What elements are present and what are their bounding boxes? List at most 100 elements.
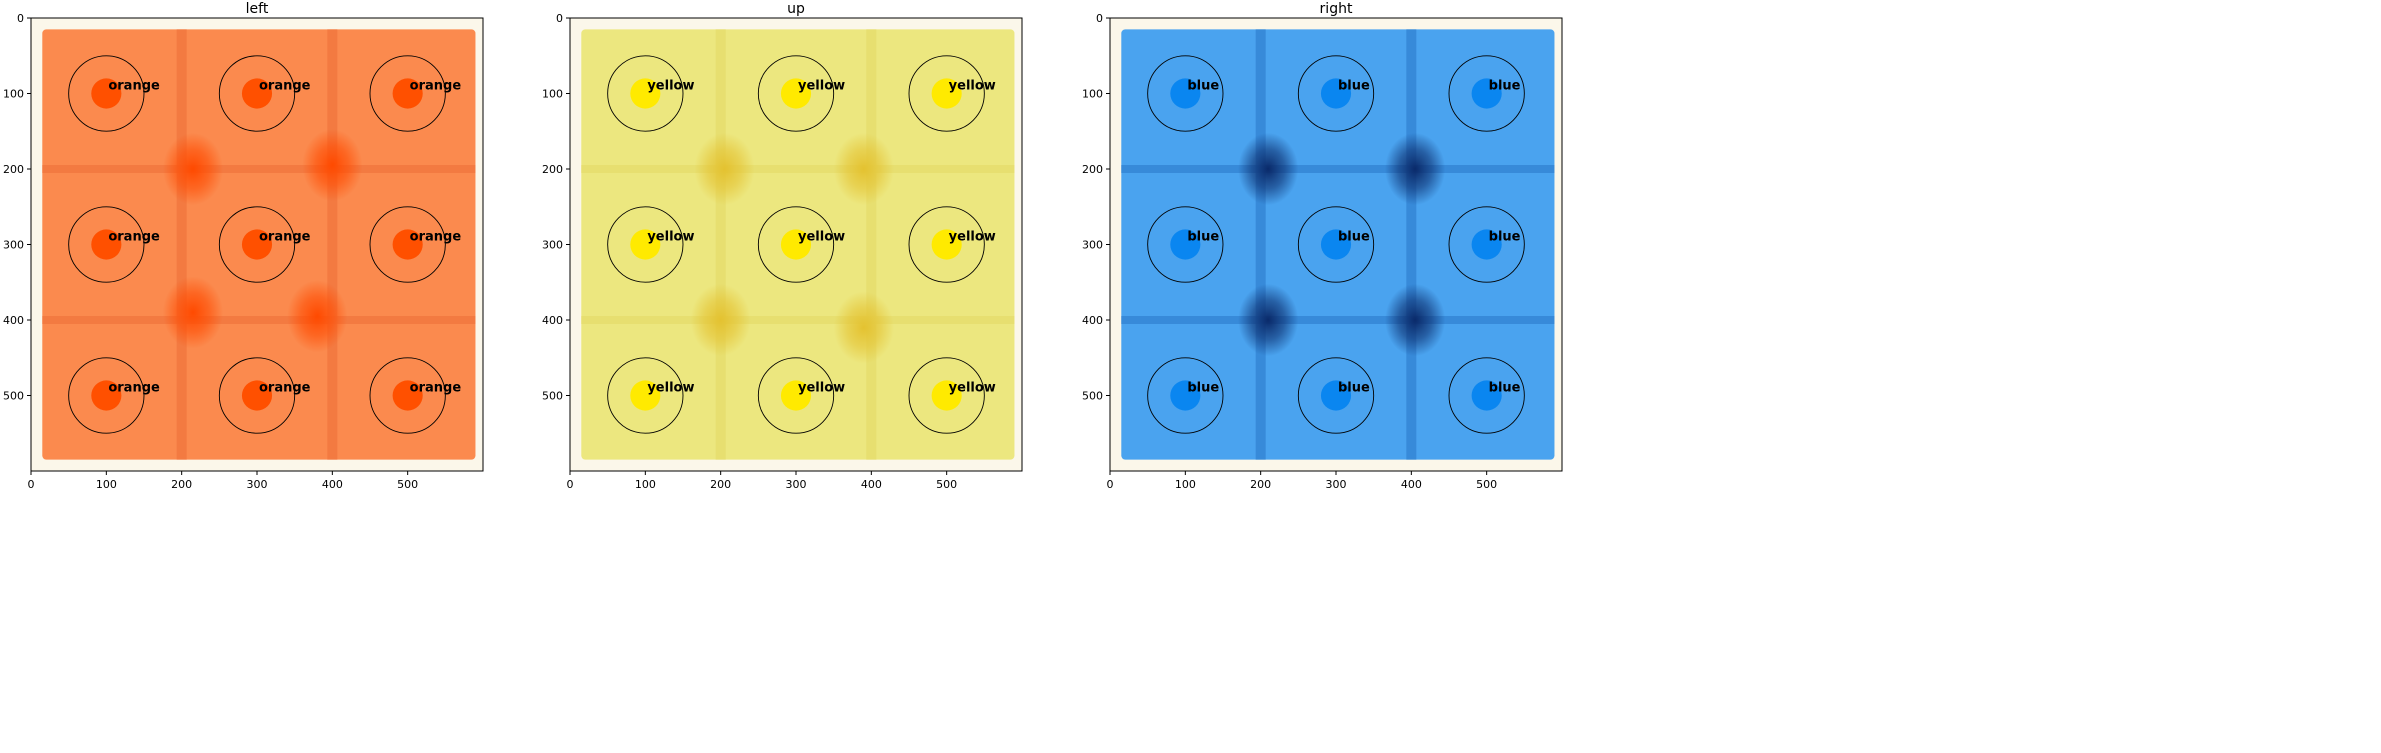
seam-vertical <box>866 29 877 460</box>
seam-horizontal <box>42 165 476 173</box>
marker-label: yellow <box>798 79 845 94</box>
marker-ring <box>68 206 145 283</box>
y-tick-label: 200 <box>1082 163 1103 176</box>
marker-dot <box>91 380 122 411</box>
marker-dot <box>392 78 423 109</box>
y-tick-label: 0 <box>1096 12 1103 25</box>
seam-vertical <box>176 29 187 460</box>
marker-ring <box>908 357 985 434</box>
hotspot <box>690 283 751 357</box>
marker-label: yellow <box>949 230 996 245</box>
marker-dot <box>1170 78 1201 109</box>
marker-ring <box>757 357 835 434</box>
marker-label: blue <box>1338 381 1370 396</box>
marker-label: orange <box>108 79 160 94</box>
marker-label: blue <box>1489 79 1521 94</box>
x-tick-label: 300 <box>786 478 807 491</box>
marker-dot <box>630 229 661 260</box>
marker-dot <box>392 380 423 411</box>
seam-vertical <box>1406 29 1417 460</box>
y-tick-label: 400 <box>542 314 563 327</box>
marker-ring <box>369 357 446 434</box>
x-tick-label: 100 <box>96 478 117 491</box>
x-tick-label: 500 <box>936 478 957 491</box>
marker-dot <box>630 380 661 411</box>
x-tick-label: 200 <box>1250 478 1271 491</box>
marker-dot <box>630 78 661 109</box>
marker-label: blue <box>1187 381 1219 396</box>
marker-label: blue <box>1338 79 1370 94</box>
y-tick-label: 300 <box>3 239 24 252</box>
chart-title: right <box>1320 1 1353 17</box>
marker-dot <box>241 78 273 109</box>
marker-ring <box>369 55 446 132</box>
y-tick-label: 300 <box>1082 239 1103 252</box>
hotspot <box>287 280 348 353</box>
x-tick-label: 200 <box>710 478 731 491</box>
marker-label: orange <box>410 230 462 245</box>
marker-dot <box>1320 229 1352 260</box>
hotspot <box>162 132 224 206</box>
marker-label: orange <box>259 230 311 245</box>
chart-title: left <box>246 1 269 17</box>
x-tick-label: 100 <box>1175 478 1196 491</box>
y-tick-label: 200 <box>3 163 24 176</box>
y-tick-label: 400 <box>3 314 24 327</box>
marker-ring <box>1147 55 1224 132</box>
hotspot <box>833 291 894 364</box>
hotspot <box>833 132 894 206</box>
hotspot <box>162 276 224 349</box>
seam-horizontal <box>1121 316 1555 324</box>
y-tick-label: 200 <box>542 163 563 176</box>
y-tick-label: 400 <box>1082 314 1103 327</box>
marker-label: orange <box>108 381 160 396</box>
marker-ring <box>1147 206 1224 283</box>
y-tick-label: 100 <box>542 88 563 101</box>
marker-dot <box>91 78 122 109</box>
x-tick-label: 0 <box>1107 478 1114 491</box>
marker-ring <box>1448 206 1525 283</box>
marker-dot <box>931 380 962 411</box>
marker-label: yellow <box>647 381 694 396</box>
marker-label: blue <box>1338 230 1370 245</box>
chart-panel-right: blue blue blue blue blue blue blue blue blue righ… <box>1082 1 1563 491</box>
y-tick-label: 500 <box>1082 390 1103 403</box>
seam-horizontal <box>1121 165 1555 173</box>
marker-dot <box>91 229 122 260</box>
x-tick-label: 500 <box>397 478 418 491</box>
hotspot <box>1238 283 1299 357</box>
marker-label: yellow <box>647 79 694 94</box>
marker-dot <box>931 78 962 109</box>
marker-dot <box>780 78 812 109</box>
marker-ring <box>1297 357 1375 434</box>
marker-ring <box>68 55 145 132</box>
marker-dot <box>1471 229 1502 260</box>
marker-dot <box>1471 380 1502 411</box>
chart-panel-left: orange orange orange orange orange orange oran… <box>3 1 484 491</box>
seam-horizontal <box>42 316 476 324</box>
marker-dot <box>780 380 812 411</box>
marker-dot <box>1471 78 1502 109</box>
marker-dot <box>780 229 812 260</box>
hotspot <box>302 129 363 202</box>
marker-ring <box>908 55 985 132</box>
y-tick-label: 500 <box>542 390 563 403</box>
hotspot <box>694 132 755 206</box>
marker-ring <box>607 55 684 132</box>
seam-vertical <box>715 29 726 460</box>
image-area: blue blue blue blue blue blue blue blue blue <box>1110 18 1562 471</box>
marker-ring <box>1297 55 1375 132</box>
hotspot <box>1238 132 1299 206</box>
marker-label: blue <box>1187 79 1219 94</box>
marker-label: orange <box>259 381 311 396</box>
marker-dot <box>1170 380 1201 411</box>
y-tick-label: 500 <box>3 390 24 403</box>
marker-ring <box>1297 206 1375 283</box>
x-tick-label: 300 <box>247 478 268 491</box>
chart-panel-up: yellow yellow yellow yellow yellow yellow yell… <box>542 1 1023 491</box>
seam-horizontal <box>581 165 1015 173</box>
marker-label: yellow <box>949 79 996 94</box>
marker-label: orange <box>410 381 462 396</box>
marker-label: orange <box>410 79 462 94</box>
x-tick-label: 300 <box>1326 478 1347 491</box>
